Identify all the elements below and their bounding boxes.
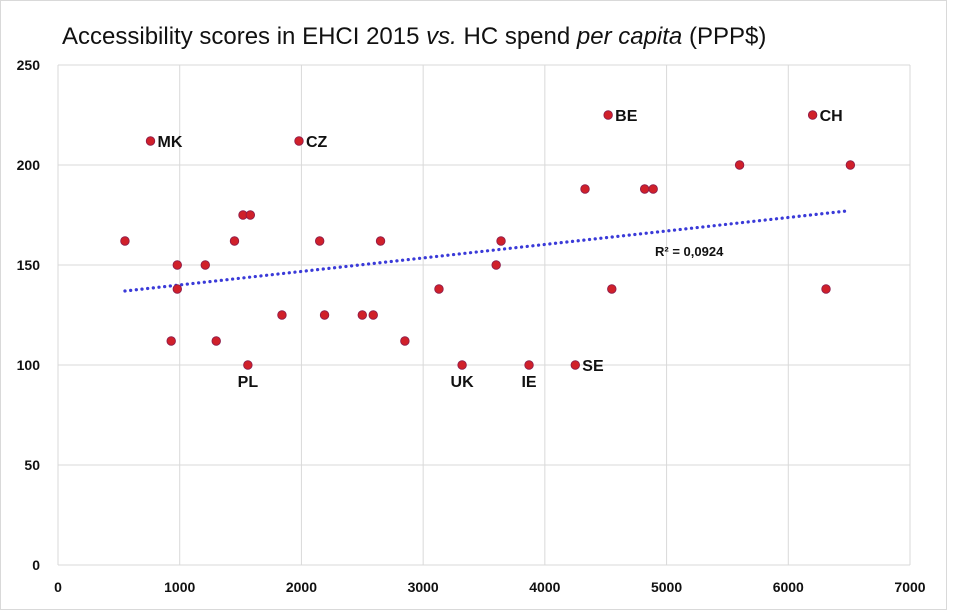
title-part-0: Accessibility scores in EHCI 2015 <box>62 23 426 50</box>
data-point <box>243 360 253 370</box>
data-point <box>200 260 210 270</box>
data-point <box>400 336 410 346</box>
point-label: BE <box>615 108 638 125</box>
x-tick-label: 2000 <box>286 579 317 595</box>
point-label: CH <box>820 108 843 125</box>
point-label: UK <box>451 374 475 391</box>
data-point <box>277 310 287 320</box>
y-tick-label: 50 <box>24 457 40 473</box>
data-point <box>314 236 325 246</box>
x-tick-label: 1000 <box>164 579 195 595</box>
title-part-1: vs. <box>426 23 457 50</box>
data-point <box>319 310 330 320</box>
data-point <box>245 210 256 220</box>
data-point <box>172 284 182 294</box>
data-point <box>648 184 658 194</box>
data-point <box>639 184 650 194</box>
data-point <box>172 260 182 270</box>
data-point <box>294 136 304 146</box>
data-point <box>457 360 467 370</box>
x-tick-label: 6000 <box>773 579 804 595</box>
x-tick-label: 4000 <box>529 579 560 595</box>
axes: 0 1000 2000 3000 4000 5000 6000 7000 0 50 100 150 20… <box>17 57 926 595</box>
point-label: SE <box>582 358 604 375</box>
y-tick-label: 100 <box>17 357 41 373</box>
data-point <box>166 336 176 346</box>
data-point <box>807 110 818 120</box>
data-point <box>357 310 367 320</box>
x-tick-label: 5000 <box>651 579 682 595</box>
data-point <box>496 236 506 246</box>
data-point <box>580 184 590 194</box>
data-point <box>491 260 501 270</box>
data-point <box>821 284 831 294</box>
data-point <box>524 360 534 370</box>
title-part-4: (PPP$) <box>682 23 766 50</box>
x-tick-label: 7000 <box>894 579 925 595</box>
data-point <box>845 160 856 170</box>
grid <box>57 64 911 566</box>
trendline <box>123 209 849 293</box>
data-points <box>120 110 856 370</box>
y-tick-label: 0 <box>32 557 40 573</box>
data-point <box>211 336 221 346</box>
point-labels: MK PL CZ UK IE SE BE CH <box>158 108 843 391</box>
data-point <box>570 360 580 370</box>
point-label: IE <box>521 374 536 391</box>
data-point <box>434 284 444 294</box>
point-label: PL <box>238 374 259 391</box>
data-point <box>368 310 378 320</box>
data-point <box>145 136 156 146</box>
data-point <box>734 160 745 170</box>
data-point <box>229 236 240 246</box>
chart-title: Accessibility scores in EHCI 2015 vs. HC… <box>62 23 766 50</box>
data-point <box>607 284 617 294</box>
y-tick-label: 150 <box>17 257 41 273</box>
r-squared-label: R² = 0,0924 <box>655 244 724 259</box>
data-point <box>120 236 130 246</box>
title-part-3: per capita <box>576 23 682 50</box>
title-part-2: HC spend <box>457 23 577 50</box>
data-point <box>375 236 386 246</box>
data-point <box>603 110 613 120</box>
point-label: MK <box>158 134 183 151</box>
y-tick-label: 250 <box>17 57 41 73</box>
x-tick-label: 0 <box>54 579 62 595</box>
x-tick-label: 3000 <box>408 579 439 595</box>
point-label: CZ <box>306 134 328 151</box>
trendline-group: R² = 0,0924 <box>123 209 849 293</box>
y-tick-label: 200 <box>17 157 41 173</box>
